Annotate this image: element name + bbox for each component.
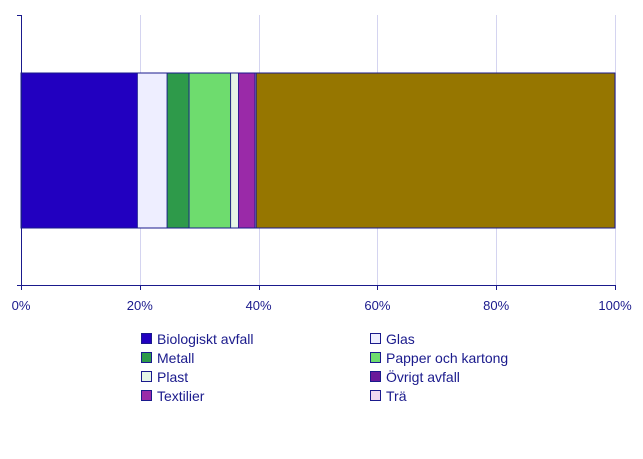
bar-segment (238, 72, 256, 229)
x-tick-label: 80% (483, 298, 509, 313)
bar-segment (230, 72, 239, 229)
legend-label: Plast (157, 369, 188, 385)
legend-swatch (370, 371, 381, 382)
legend-label: Trä (386, 388, 407, 404)
bar-segment (166, 72, 190, 229)
axes (17, 15, 616, 290)
legend-swatch (141, 352, 152, 363)
legend-item: Metall (141, 350, 194, 366)
legend-swatch (141, 390, 152, 401)
legend-swatch (370, 352, 381, 363)
bar-segment (188, 72, 232, 229)
legend-label: Textilier (157, 388, 205, 404)
legend: Biologiskt avfall Glas Metall Papper och ka… (141, 331, 508, 404)
legend-swatch (370, 333, 381, 344)
legend-swatch (141, 371, 152, 382)
legend-label: Papper och kartong (386, 350, 508, 366)
legend-item: Plast (141, 369, 188, 385)
legend-label: Metall (157, 350, 194, 366)
bar-segment (137, 72, 168, 229)
bar-segment (20, 72, 138, 229)
x-tick-label: 60% (364, 298, 390, 313)
legend-label: Glas (386, 331, 415, 347)
legend-item: Papper och kartong (370, 350, 508, 366)
x-tick-label: 0% (12, 298, 31, 313)
x-tick-label: 100% (598, 298, 632, 313)
legend-item: Biologiskt avfall (141, 331, 254, 347)
legend-label: Biologiskt avfall (157, 331, 254, 347)
x-tick-labels: 0% 20% 40% 60% 80% 100% (12, 298, 632, 313)
legend-item: Övrigt avfall (370, 368, 460, 385)
bar-segments (20, 72, 616, 229)
legend-swatch (370, 390, 381, 401)
legend-item: Glas (370, 331, 415, 347)
legend-item: Trä (370, 388, 407, 404)
bar-segment (255, 72, 616, 229)
legend-swatch (141, 333, 152, 344)
x-tick-label: 40% (246, 298, 272, 313)
legend-item: Textilier (141, 388, 205, 404)
x-tick-label: 20% (127, 298, 153, 313)
legend-label: Övrigt avfall (386, 368, 460, 385)
